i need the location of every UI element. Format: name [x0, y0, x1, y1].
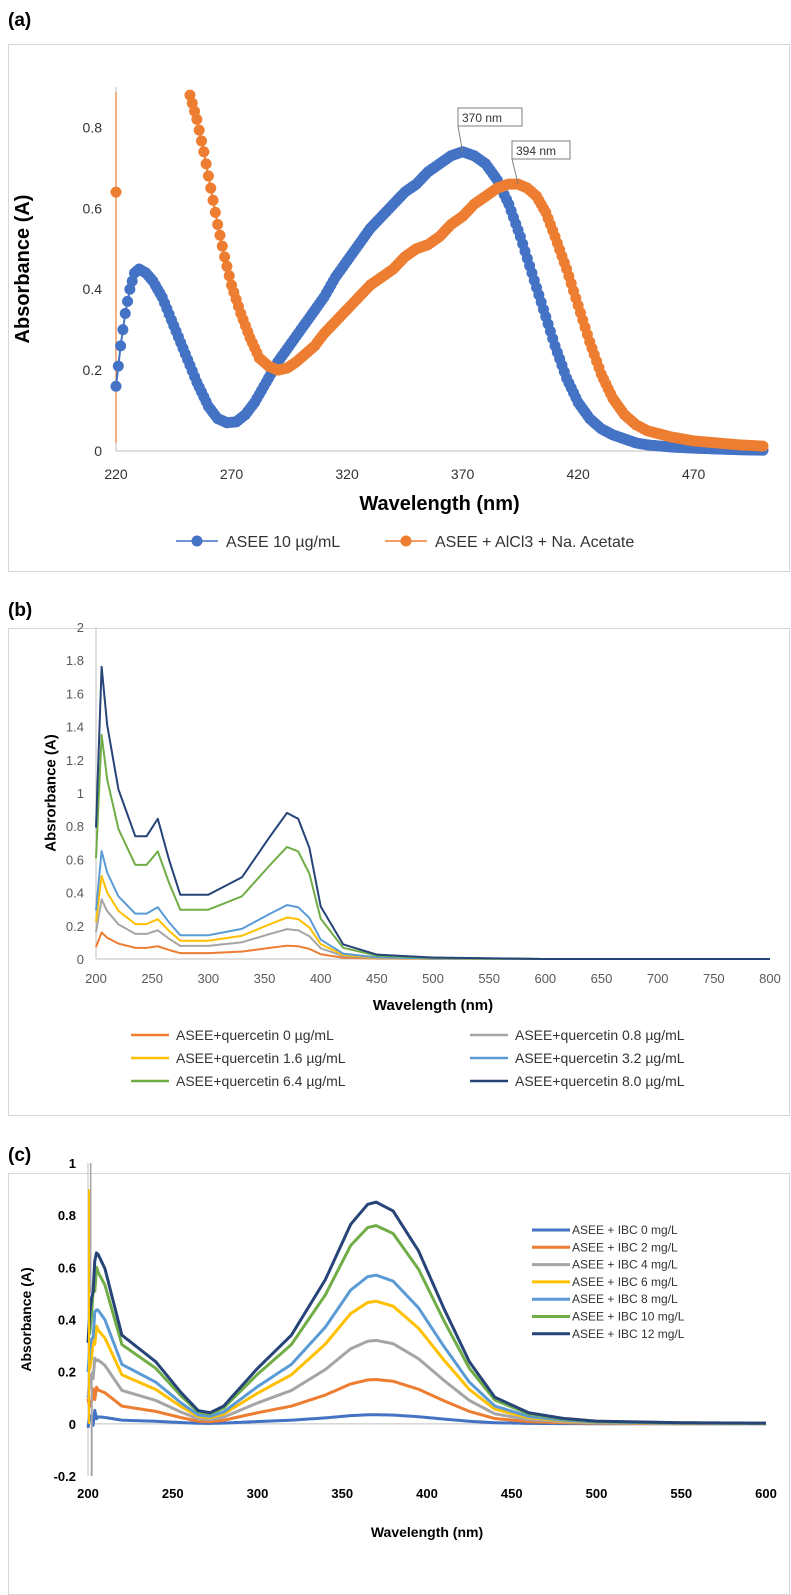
chart-a-frame	[8, 44, 790, 572]
panel-label-c: (c)	[8, 1145, 32, 1166]
chart-c-frame	[8, 1173, 790, 1595]
panel-label-b: (b)	[8, 600, 33, 621]
chart-b-frame	[8, 628, 790, 1116]
chart-c-y-tick-label: 1	[69, 1156, 76, 1171]
panel-label-a: (a)	[8, 10, 32, 31]
